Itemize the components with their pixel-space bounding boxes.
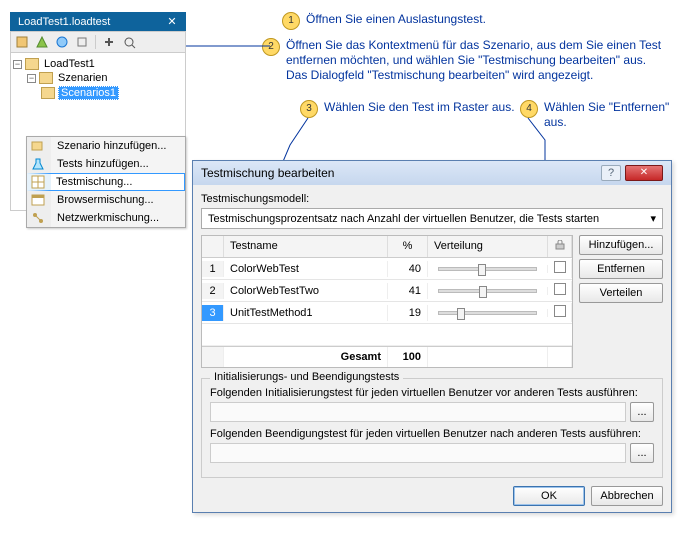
ctx-add-scenario-label: Szenario hinzufügen...: [57, 140, 166, 152]
browser-icon: [31, 193, 45, 207]
callout-num-3: 3: [300, 100, 318, 118]
ctx-browsermix[interactable]: Browsermischung...: [27, 191, 185, 209]
callout-1: 1 Öffnen Sie einen Auslastungstest.: [282, 12, 486, 30]
toolbar-icon[interactable]: [122, 35, 136, 49]
tab-header[interactable]: LoadTest1.loadtest ✕: [10, 12, 186, 31]
tab-title: LoadTest1.loadtest: [18, 16, 110, 28]
row-slider[interactable]: [428, 265, 548, 273]
row-name[interactable]: ColorWebTestTwo: [224, 283, 388, 299]
toolbar-icon[interactable]: [35, 35, 49, 49]
dialog-title: Testmischung bearbeiten: [201, 166, 334, 180]
term-label: Folgenden Beendigungstest für jeden virt…: [210, 428, 654, 440]
col-distribution[interactable]: Verteilung: [428, 236, 548, 257]
tree-scenario1[interactable]: Scenarios1: [13, 85, 183, 101]
browse-term-button[interactable]: ...: [630, 443, 654, 463]
ctx-networkmix-label: Netzwerkmischung...: [57, 212, 159, 224]
folder-icon: [25, 58, 39, 70]
remove-button[interactable]: Entfernen: [579, 259, 663, 279]
table-row[interactable]: 3 UnitTestMethod1 19: [202, 302, 572, 324]
callout-text-4: Wählen Sie "Entfernen" aus.: [544, 100, 682, 130]
table-row[interactable]: 2 ColorWebTestTwo 41: [202, 280, 572, 302]
row-pct[interactable]: 40: [388, 261, 428, 277]
model-label: Testmischungsmodell:: [201, 193, 663, 205]
folder-icon: [41, 87, 55, 99]
ctx-add-scenario[interactable]: Szenario hinzufügen...: [27, 137, 185, 155]
ctx-add-tests[interactable]: Tests hinzufügen...: [27, 155, 185, 173]
network-icon: [31, 211, 45, 225]
init-term-group: Initialisierungs- und Beendigungstests F…: [201, 378, 663, 478]
model-dropdown[interactable]: Testmischungsprozentsatz nach Anzahl der…: [201, 208, 663, 229]
help-button[interactable]: ?: [601, 165, 621, 181]
row-slider[interactable]: [428, 287, 548, 295]
toolbar: [10, 31, 186, 53]
toolbar-icon[interactable]: [102, 35, 116, 49]
callout-num-4: 4: [520, 100, 538, 118]
row-num: 3: [202, 305, 224, 321]
table-row[interactable]: 1 ColorWebTest 40: [202, 258, 572, 280]
total-label: Gesamt: [224, 347, 388, 367]
callout-2: 2 Öffnen Sie das Kontextmenü für das Sze…: [262, 38, 670, 83]
flask-icon: [31, 157, 45, 171]
toolbar-icon[interactable]: [75, 35, 89, 49]
toolbar-icon[interactable]: [15, 35, 29, 49]
term-test-input[interactable]: [210, 443, 626, 463]
tree-root[interactable]: − LoadTest1: [13, 57, 183, 71]
folder-icon: [39, 72, 53, 84]
total-value: 100: [388, 347, 428, 367]
col-rownum[interactable]: [202, 236, 224, 257]
expand-icon[interactable]: −: [13, 60, 22, 69]
cancel-button[interactable]: Abbrechen: [591, 486, 663, 506]
callout-num-2: 2: [262, 38, 280, 56]
chevron-down-icon: ▾: [650, 212, 656, 225]
expand-icon[interactable]: −: [27, 74, 36, 83]
testmix-dialog: Testmischung bearbeiten ? ✕ Testmischung…: [192, 160, 672, 513]
ctx-testmix-label: Testmischung...: [56, 176, 132, 188]
row-lock[interactable]: [548, 259, 572, 278]
distribute-button[interactable]: Verteilen: [579, 283, 663, 303]
callout-3: 3 Wählen Sie den Test im Raster aus.: [300, 100, 515, 118]
model-value: Testmischungsprozentsatz nach Anzahl der…: [208, 213, 599, 225]
col-lock[interactable]: [548, 236, 572, 257]
callout-4: 4 Wählen Sie "Entfernen" aus.: [520, 100, 682, 130]
callout-text-3: Wählen Sie den Test im Raster aus.: [324, 100, 515, 115]
close-button[interactable]: ✕: [625, 165, 663, 181]
row-lock[interactable]: [548, 303, 572, 322]
ok-button[interactable]: OK: [513, 486, 585, 506]
row-num: 2: [202, 283, 224, 299]
context-menu: Szenario hinzufügen... Tests hinzufügen.…: [26, 136, 186, 228]
callout-text-2: Öffnen Sie das Kontextmenü für das Szena…: [286, 38, 670, 83]
row-pct[interactable]: 19: [388, 305, 428, 321]
row-num: 1: [202, 261, 224, 277]
scenario-icon: [31, 139, 45, 153]
dialog-titlebar[interactable]: Testmischung bearbeiten ? ✕: [193, 161, 671, 185]
tree-scenarios[interactable]: − Szenarien: [13, 71, 183, 85]
test-grid: Testname % Verteilung 1 ColorWebTest 40 …: [201, 235, 573, 368]
col-percent[interactable]: %: [388, 236, 428, 257]
row-lock[interactable]: [548, 281, 572, 300]
ctx-testmix[interactable]: Testmischung...: [27, 173, 185, 191]
tree-root-label: LoadTest1: [42, 58, 97, 70]
tree-scenarios-label: Szenarien: [56, 72, 110, 84]
ctx-networkmix[interactable]: Netzwerkmischung...: [27, 209, 185, 227]
ctx-browsermix-label: Browsermischung...: [57, 194, 154, 206]
ctx-add-tests-label: Tests hinzufügen...: [57, 158, 149, 170]
lock-icon: [555, 240, 565, 250]
toolbar-icon[interactable]: [55, 35, 69, 49]
tree-scenario1-label: Scenarios1: [58, 86, 119, 100]
testmix-icon: [31, 175, 45, 189]
row-pct[interactable]: 41: [388, 283, 428, 299]
callout-text-1: Öffnen Sie einen Auslastungstest.: [306, 12, 486, 27]
add-button[interactable]: Hinzufügen...: [579, 235, 663, 255]
col-testname[interactable]: Testname: [224, 236, 388, 257]
grid-total-row: Gesamt 100: [202, 346, 572, 367]
callout-num-1: 1: [282, 12, 300, 30]
row-slider[interactable]: [428, 309, 548, 317]
init-label: Folgenden Initialisierungstest für jeden…: [210, 387, 654, 399]
row-name[interactable]: UnitTestMethod1: [224, 305, 388, 321]
close-tab-icon[interactable]: ✕: [166, 15, 178, 28]
row-name[interactable]: ColorWebTest: [224, 261, 388, 277]
init-test-input[interactable]: [210, 402, 626, 422]
browse-init-button[interactable]: ...: [630, 402, 654, 422]
group-legend: Initialisierungs- und Beendigungstests: [210, 371, 403, 383]
